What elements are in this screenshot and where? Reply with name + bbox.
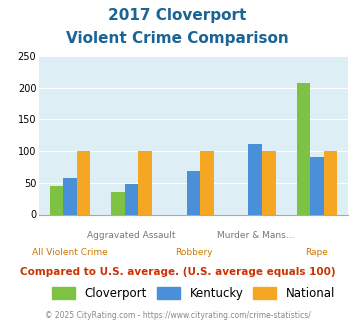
Text: Rape: Rape bbox=[306, 248, 328, 257]
Text: Murder & Mans...: Murder & Mans... bbox=[217, 231, 294, 240]
Bar bbox=[187, 171, 200, 214]
Bar bbox=[262, 151, 275, 214]
Bar bbox=[111, 192, 125, 214]
Text: Violent Crime Comparison: Violent Crime Comparison bbox=[66, 31, 289, 46]
Bar bbox=[248, 144, 262, 214]
Text: Compared to U.S. average. (U.S. average equals 100): Compared to U.S. average. (U.S. average … bbox=[20, 267, 335, 277]
Bar bbox=[138, 151, 152, 214]
Legend: Cloverport, Kentucky, National: Cloverport, Kentucky, National bbox=[51, 287, 335, 300]
Bar bbox=[63, 178, 77, 214]
Bar bbox=[50, 186, 63, 214]
Bar bbox=[77, 151, 90, 214]
Text: Aggravated Assault: Aggravated Assault bbox=[87, 231, 176, 240]
Bar bbox=[297, 83, 310, 214]
Text: 2017 Cloverport: 2017 Cloverport bbox=[108, 8, 247, 23]
Bar bbox=[310, 157, 324, 214]
Text: © 2025 CityRating.com - https://www.cityrating.com/crime-statistics/: © 2025 CityRating.com - https://www.city… bbox=[45, 311, 310, 320]
Bar bbox=[125, 184, 138, 214]
Text: Robbery: Robbery bbox=[175, 248, 212, 257]
Bar bbox=[324, 151, 337, 214]
Text: All Violent Crime: All Violent Crime bbox=[32, 248, 108, 257]
Bar bbox=[200, 151, 214, 214]
